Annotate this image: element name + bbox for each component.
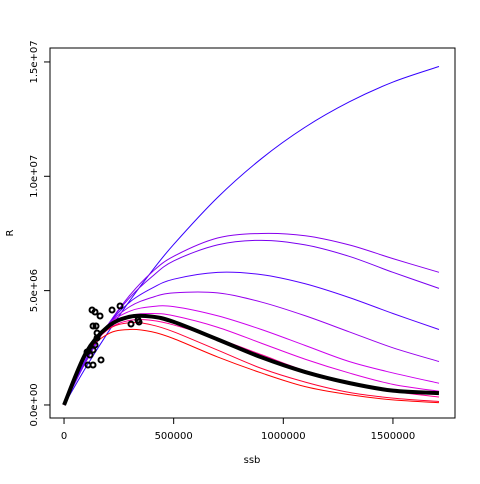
x-tick-label: 500000	[155, 431, 193, 442]
curve	[63, 321, 440, 406]
mean-curve	[62, 313, 440, 406]
curve	[63, 271, 440, 406]
y-axis-label: R	[5, 229, 16, 236]
y-tick-label: 1.0e+07	[29, 155, 40, 198]
observation	[96, 312, 104, 320]
x-axis-label: ssb	[244, 455, 261, 466]
observation	[135, 318, 143, 326]
observation	[91, 308, 99, 316]
observation	[93, 329, 101, 337]
curve	[63, 318, 440, 406]
x-tick-label: 0	[61, 431, 67, 442]
x-tick-label: 1500000	[371, 431, 416, 442]
y-tick-label: 0.0e+00	[29, 383, 40, 426]
observation	[92, 322, 100, 330]
y-tick-label: 1.5e+07	[29, 40, 40, 83]
curve	[63, 328, 440, 406]
observation	[83, 348, 91, 356]
observation	[108, 306, 116, 314]
observation	[89, 346, 97, 354]
observation	[89, 322, 97, 330]
y-tick-label: 5.0e+06	[29, 269, 40, 312]
observation	[127, 320, 135, 328]
plot-frame	[49, 47, 456, 419]
observation	[97, 356, 105, 364]
observation	[89, 361, 97, 369]
observation	[116, 302, 124, 310]
x-tick-label: 1000000	[261, 431, 306, 442]
